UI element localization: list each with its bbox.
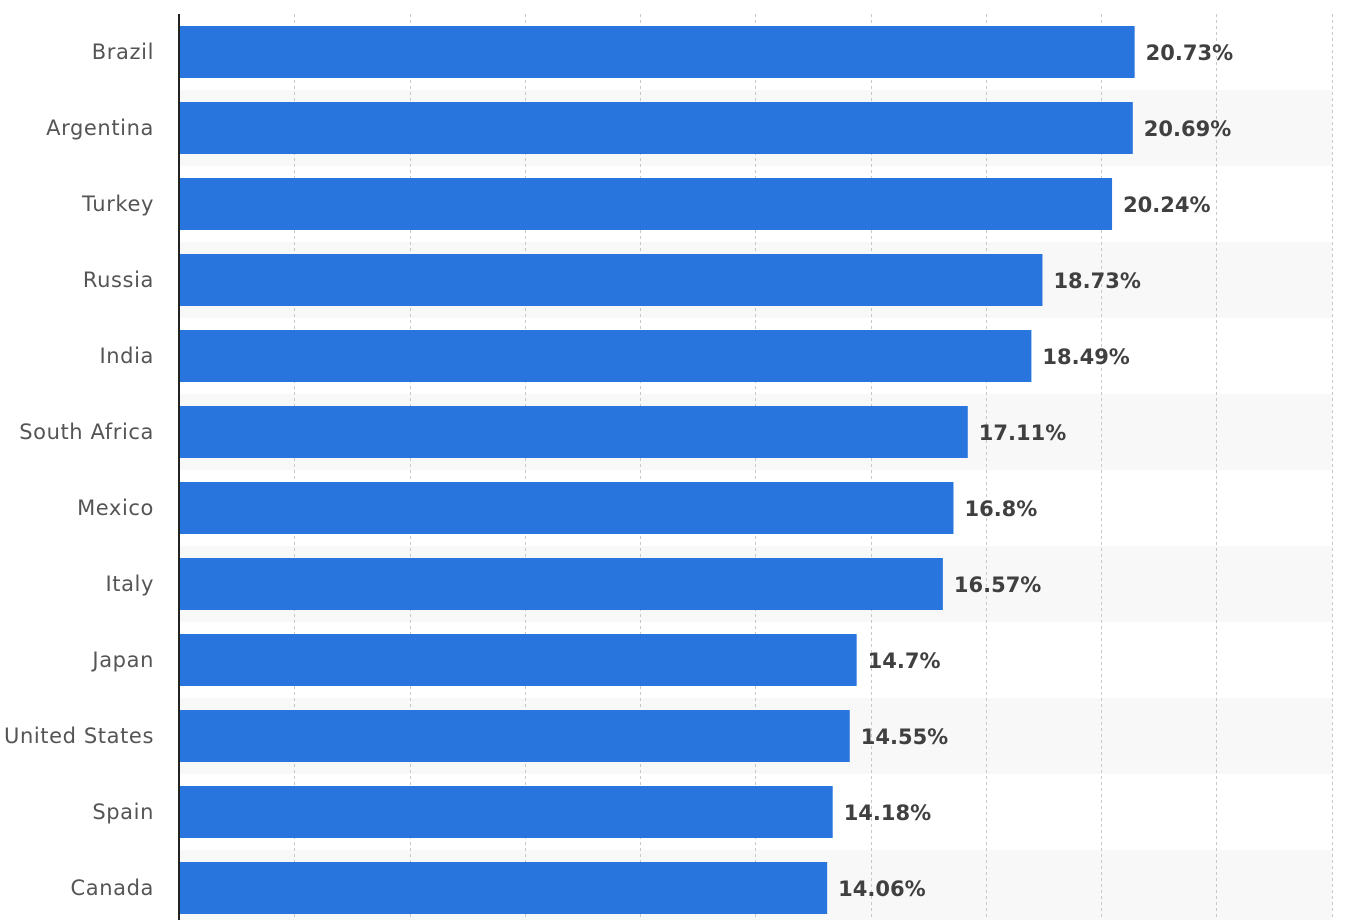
value-label: 18.73% — [1053, 269, 1140, 293]
bar-japan — [180, 634, 857, 686]
value-label: 14.55% — [861, 725, 948, 749]
value-label: 20.24% — [1123, 193, 1210, 217]
value-label: 14.7% — [868, 649, 941, 673]
value-label: 17.11% — [979, 421, 1066, 445]
bar-argentina — [180, 102, 1133, 154]
bar-spain — [180, 786, 833, 838]
bar-south-africa — [180, 406, 968, 458]
value-label: 14.06% — [838, 877, 925, 901]
bar-mexico — [180, 482, 954, 534]
bar-united-states — [180, 710, 850, 762]
value-label: 20.69% — [1144, 117, 1231, 141]
category-label: Brazil — [92, 40, 154, 64]
category-label: Italy — [105, 572, 154, 596]
bar-brazil — [180, 26, 1135, 78]
category-label: South Africa — [19, 420, 154, 444]
value-label: 16.57% — [954, 573, 1041, 597]
category-label: Turkey — [81, 192, 154, 216]
value-label: 14.18% — [844, 801, 931, 825]
value-label: 20.73% — [1146, 41, 1233, 65]
category-label: Argentina — [46, 116, 154, 140]
value-labels: 20.73% 20.69% 20.24% 18.73% 18.49% 17.11% 16.8… — [838, 41, 1233, 901]
category-label: Spain — [92, 800, 154, 824]
category-label: Russia — [83, 268, 154, 292]
category-label: India — [99, 344, 154, 368]
bar-turkey — [180, 178, 1113, 230]
category-label: Mexico — [77, 496, 154, 520]
bar-russia — [180, 254, 1043, 306]
category-label: Canada — [70, 876, 154, 900]
bar-india — [180, 330, 1032, 382]
category-labels: Brazil Argentina Turkey Russia India South Af… — [4, 40, 154, 900]
bars — [180, 26, 1135, 914]
bar-italy — [180, 558, 943, 610]
value-label: 16.8% — [964, 497, 1037, 521]
bar-canada — [180, 862, 828, 914]
category-label: United States — [4, 724, 154, 748]
category-label: Japan — [90, 648, 154, 672]
value-label: 18.49% — [1042, 345, 1129, 369]
gridlines — [294, 14, 1333, 920]
